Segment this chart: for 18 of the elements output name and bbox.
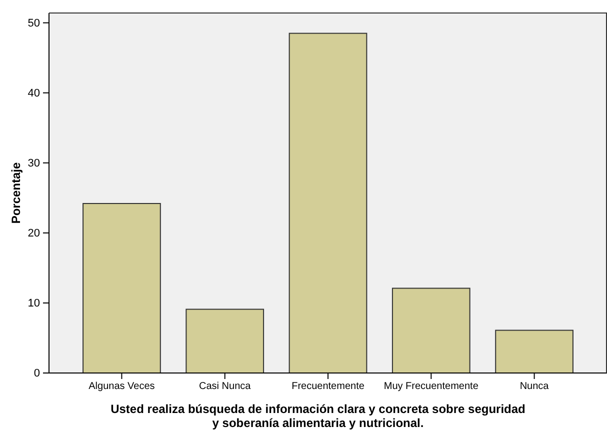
x-tick-label: Casi Nunca (199, 381, 252, 392)
y-tick-label: 10 (28, 297, 40, 310)
bar (392, 288, 470, 374)
y-tick-label: 40 (28, 87, 40, 100)
y-tick-label: 30 (28, 157, 40, 170)
bar (82, 203, 161, 374)
x-tick-label: Muy Frecuentemente (384, 381, 479, 392)
x-tick-label: Algunas Veces (88, 381, 155, 392)
x-tick-label: Nunca (520, 381, 550, 392)
bar (186, 308, 264, 374)
x-axis-title: Usted realiza búsqueda de información clara y concreta sobre seguridad y soberanía alimentaria y nutricional. (110, 402, 526, 430)
y-tick-label: 20 (28, 227, 40, 240)
y-tick-label: 0 (34, 368, 40, 380)
y-axis-title: Porcentaje (9, 162, 23, 224)
y-tick-label: 50 (28, 17, 40, 30)
x-tick-label: Frecuentemente (292, 381, 365, 392)
bar (288, 32, 368, 374)
bar (495, 330, 574, 374)
